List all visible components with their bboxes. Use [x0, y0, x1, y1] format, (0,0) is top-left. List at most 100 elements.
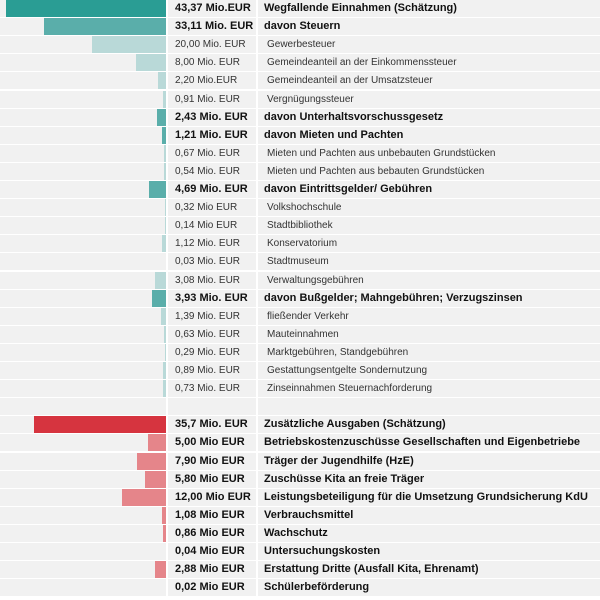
value-bar: [154, 271, 166, 289]
empty-cell: [168, 398, 256, 416]
label-cell: Betriebskostenzuschüsse Gesellschaften u…: [258, 434, 600, 452]
row-label: Gemeindeanteil an der Einkommenssteuer: [267, 57, 457, 69]
section-total-bar: [34, 416, 166, 434]
label-cell: Volkshochschule: [258, 199, 600, 217]
value-cell: 2,20 Mio.EUR: [168, 72, 256, 90]
value-cell: 1,12 Mio. EUR: [168, 235, 256, 253]
label-cell: Stadtbibliothek: [258, 217, 600, 235]
value-label: 0,89 Mio. EUR: [175, 365, 241, 376]
value-bar: [157, 72, 166, 90]
value-cell: 12,00 Mio EUR: [168, 488, 256, 506]
value-label: 1,21 Mio. EUR: [175, 128, 248, 141]
value-cell: 0,02 Mio EUR: [168, 579, 256, 597]
bar-cell: [0, 579, 166, 597]
value-bar: [136, 54, 166, 72]
section-header-row: 43,37 Mio.EUR Wegfallende Einnahmen (Schä…: [0, 0, 600, 17]
bar-cell: [0, 561, 166, 579]
bar-cell: [0, 72, 166, 90]
value-bar: [162, 506, 166, 524]
value-label: 35,7 Mio. EUR: [175, 418, 248, 431]
row-label: Stadtmuseum: [267, 256, 329, 268]
row-label: Verbrauchsmittel: [264, 508, 354, 521]
bar-cell: [0, 543, 166, 560]
label-cell: Zusätzliche Ausgaben (Schätzung): [258, 416, 600, 434]
table-row: 0,86 Mio EUR Wachschutz: [0, 524, 600, 542]
table-row: 1,12 Mio. EUR Konservatorium: [0, 235, 600, 253]
bar-cell: [0, 181, 166, 198]
label-cell: Wegfallende Einnahmen (Schätzung): [258, 0, 600, 17]
bar-cell: [0, 126, 166, 144]
row-label: Mieten und Pachten aus bebauten Grundstü…: [267, 165, 485, 177]
row-label: Marktgebühren, Standgebühren: [267, 346, 409, 358]
row-label: Mieten und Pachten aus unbebauten Grunds…: [267, 147, 496, 159]
value-cell: 5,00 Mio EUR: [168, 434, 256, 452]
row-label: davon Bußgelder; Mahngebühren; Verzugszi…: [264, 291, 523, 304]
value-bar: [162, 524, 166, 542]
value-label: 1,08 Mio EUR: [175, 508, 245, 521]
value-label: 0,54 Mio. EUR: [175, 165, 241, 177]
row-label: Gemeindeanteil an der Umsatzsteuer: [267, 75, 433, 87]
value-cell: 43,37 Mio.EUR: [168, 0, 256, 17]
table-row: 0,67 Mio. EUR Mieten und Pachten aus unbe…: [0, 144, 600, 162]
value-label: 0,03 Mio. EUR: [175, 256, 241, 268]
table-row: 0,03 Mio. EUR Stadtmuseum: [0, 253, 600, 271]
value-bar: [144, 470, 166, 488]
row-label: Gewerbesteuer: [267, 39, 336, 51]
value-label: 0,86 Mio EUR: [175, 526, 245, 539]
value-cell: 0,91 Mio. EUR: [168, 90, 256, 108]
value-label: 0,91 Mio. EUR: [175, 93, 241, 105]
value-label: 0,73 Mio. EUR: [175, 383, 241, 395]
label-cell: Erstattung Dritte (Ausfall Kita, Ehrenam…: [258, 561, 600, 579]
value-label: 1,12 Mio. EUR: [175, 238, 241, 250]
table-row: 33,11 Mio. EUR davon Steuern: [0, 18, 600, 36]
label-cell: Leistungsbeteiligung für die Umsetzung G…: [258, 488, 600, 506]
value-bar: [163, 144, 166, 162]
bar-cell: [0, 36, 166, 54]
value-label: 0,29 Mio. EUR: [175, 346, 241, 358]
row-label: Zuschüsse Kita an freie Träger: [264, 472, 425, 485]
value-cell: 0,04 Mio EUR: [168, 543, 256, 560]
value-label: 43,37 Mio.EUR: [175, 2, 251, 14]
row-label: davon Mieten und Pachten: [264, 128, 404, 141]
table-row: 0,89 Mio. EUR Gestattungsentgelte Sondern…: [0, 362, 600, 379]
value-cell: 0,29 Mio. EUR: [168, 343, 256, 361]
row-label: Mauteinnahmen: [267, 328, 339, 340]
table-row: 0,04 Mio EUR Untersuchungskosten: [0, 543, 600, 560]
table-row: 12,00 Mio EUR Leistungsbeteiligung für di…: [0, 488, 600, 506]
value-bar: [136, 452, 166, 470]
value-bar: [155, 561, 166, 579]
row-label: Untersuchungskosten: [264, 545, 381, 557]
row-label: Schülerbeförderung: [264, 581, 370, 594]
value-bar: [121, 488, 166, 506]
value-bar: [162, 362, 166, 379]
bar-cell: [0, 199, 166, 217]
table-row: 0,32 Mio EUR Volkshochschule: [0, 199, 600, 217]
table-row: 1,21 Mio. EUR davon Mieten und Pachten: [0, 126, 600, 144]
row-label: Wachschutz: [264, 526, 328, 539]
value-label: 3,08 Mio. EUR: [175, 274, 241, 286]
value-cell: 20,00 Mio. EUR: [168, 36, 256, 54]
value-bar: [164, 199, 166, 217]
value-cell: 0,86 Mio EUR: [168, 524, 256, 542]
label-cell: Gemeindeanteil an der Einkommenssteuer: [258, 54, 600, 72]
table-row: 0,63 Mio. EUR Mauteinnahmen: [0, 325, 600, 343]
label-cell: Verbrauchsmittel: [258, 506, 600, 524]
label-cell: Mieten und Pachten aus bebauten Grundstü…: [258, 162, 600, 180]
bar-cell: [0, 343, 166, 361]
label-cell: Mauteinnahmen: [258, 325, 600, 343]
bar-cell: [0, 162, 166, 180]
value-bar: [160, 307, 166, 325]
value-bar: [163, 380, 166, 398]
row-label: Träger der Jugendhilfe (HzE): [264, 454, 414, 467]
value-label: 2,43 Mio. EUR: [175, 110, 248, 123]
value-cell: 33,11 Mio. EUR: [168, 18, 256, 36]
bar-cell: [0, 90, 166, 108]
value-bar: [164, 162, 166, 180]
label-cell: Zuschüsse Kita an freie Träger: [258, 470, 600, 488]
empty-cell: [0, 398, 166, 416]
value-label: 0,14 Mio EUR: [175, 220, 238, 232]
value-label: 0,04 Mio EUR: [175, 545, 245, 557]
value-bar: [162, 90, 166, 108]
row-label: Zusätzliche Ausgaben (Schätzung): [264, 418, 446, 431]
label-cell: Gemeindeanteil an der Umsatzsteuer: [258, 72, 600, 90]
